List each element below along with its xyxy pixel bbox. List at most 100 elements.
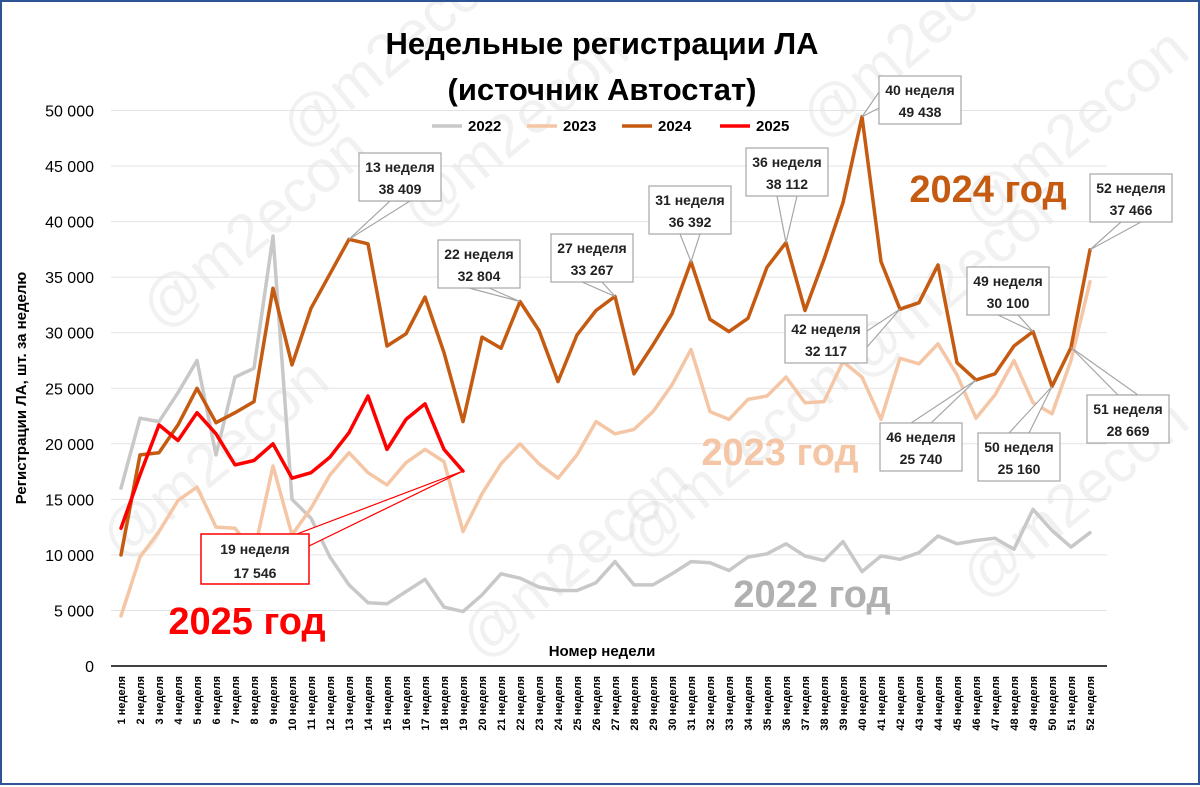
y-tick-label: 40 000	[45, 215, 94, 232]
y-tick-label: 35 000	[45, 270, 94, 287]
year-label-2025: 2025 год	[168, 601, 325, 643]
callout-value-label: 28 669	[1107, 423, 1150, 439]
callout-value-label: 33 267	[571, 262, 614, 278]
callout-week-label: 27 неделя	[557, 240, 626, 256]
callout-value-label: 36 392	[669, 214, 712, 230]
year-label-2024: 2024 год	[909, 169, 1066, 211]
callout-week-19: 19 неделя 17 546	[200, 533, 310, 585]
callout-value-label: 25 160	[998, 461, 1041, 477]
y-tick-label: 30 000	[45, 326, 94, 343]
x-tick-label: 15 неделя	[382, 676, 394, 731]
callout-leader	[909, 379, 977, 424]
series-line-2023	[119, 279, 1092, 618]
callout-week-label: 40 неделя	[885, 82, 954, 98]
callout-box	[977, 432, 1061, 482]
x-tick-label: 50 неделя	[1047, 676, 1059, 731]
callout-box	[358, 152, 442, 202]
callout-leaders	[295, 90, 1142, 547]
callout-box	[784, 314, 868, 364]
callout-leader	[997, 314, 1034, 333]
x-tick-label: 16 неделя	[401, 676, 413, 731]
x-tick-label: 48 неделя	[1009, 676, 1021, 731]
callout-week-label: 51 неделя	[1093, 401, 1162, 417]
y-tick-label: 10 000	[45, 548, 94, 565]
y-tick-label: 20 000	[45, 437, 94, 454]
x-tick-label: 23 неделя	[534, 676, 546, 731]
x-tick-label: 35 неделя	[762, 676, 774, 731]
x-tick-label: 14 неделя	[363, 676, 375, 731]
callout-leader	[468, 287, 521, 303]
callout-value-label: 30 100	[987, 295, 1030, 311]
x-tick-label: 10 неделя	[287, 676, 299, 731]
callout-week-label: 49 неделя	[973, 273, 1042, 289]
x-tick-label: 11 неделя	[306, 676, 318, 730]
x-tick-label: 6 неделя	[211, 676, 223, 724]
callout-week-label: 22 неделя	[444, 246, 513, 262]
series-line-2024	[119, 114, 1092, 557]
callout-box	[648, 185, 732, 235]
x-tick-label: 21 неделя	[496, 676, 508, 731]
callout-week-40: 40 неделя 49 438	[878, 75, 962, 125]
x-tick-label: 30 неделя	[667, 676, 679, 731]
x-tick-label: 9 неделя	[268, 676, 280, 724]
x-tick-label: 46 неделя	[971, 676, 983, 731]
legend-label-2022: 2022	[468, 118, 501, 135]
x-tick-label: 19 неделя	[458, 676, 470, 731]
x-tick-label: 20 неделя	[477, 676, 489, 731]
legend-label-2025: 2025	[756, 118, 789, 135]
x-tick-label: 43 неделя	[914, 676, 926, 731]
x-tick-label: 32 неделя	[705, 676, 717, 731]
callout-week-46: 46 неделя 25 740	[879, 422, 963, 472]
x-tick-label: 27 неделя	[610, 676, 622, 731]
x-tick-label: 41 неделя	[876, 676, 888, 731]
y-axis-ticks: 0 5 000 10 000 15 000 20 000 25 000 30 000 35 0…	[45, 104, 94, 677]
year-label-2023: 2023 год	[701, 432, 858, 474]
y-tick-label: 45 000	[45, 159, 94, 176]
callout-week-27: 27 неделя 33 267	[550, 233, 634, 283]
y-tick-label: 5 000	[54, 603, 94, 620]
chart-title-line-1: Недельные регистрации ЛА	[385, 26, 818, 61]
x-tick-label: 7 неделя	[230, 676, 242, 724]
x-tick-label: 38 неделя	[819, 676, 831, 731]
x-tick-label: 45 неделя	[952, 676, 964, 731]
x-tick-label: 28 неделя	[629, 676, 641, 731]
callout-box	[1086, 394, 1170, 444]
callout-leader	[776, 195, 798, 243]
x-axis-label: Номер недели	[549, 643, 656, 660]
callout-week-49: 49 неделя 30 100	[966, 266, 1050, 316]
x-tick-label: 8 неделя	[249, 676, 261, 724]
callout-week-label: 36 неделя	[752, 154, 821, 170]
callout-week-label: 13 неделя	[365, 159, 434, 175]
x-tick-label: 25 неделя	[572, 676, 584, 731]
y-axis-label: Регистрации ЛА, шт. за неделю	[13, 272, 30, 505]
callout-week-50: 50 неделя 25 160	[977, 432, 1061, 482]
callout-value-label: 32 117	[805, 343, 847, 359]
callout-week-13: 13 неделя 38 409	[358, 152, 442, 202]
x-tick-label: 12 неделя	[325, 676, 337, 731]
callout-leader	[348, 200, 413, 240]
x-tick-label: 42 неделя	[895, 676, 907, 731]
callout-value-label: 38 112	[766, 176, 808, 192]
x-tick-label: 5 неделя	[192, 676, 204, 724]
watermark-text: @m2econ	[127, 114, 380, 342]
x-tick-label: 22 неделя	[515, 676, 527, 731]
x-tick-label: 17 неделя	[420, 676, 432, 731]
x-tick-label: 1 неделя	[116, 676, 128, 724]
legend-label-2023: 2023	[563, 118, 596, 135]
x-tick-label: 31 неделя	[686, 676, 698, 731]
x-tick-label: 47 неделя	[990, 676, 1002, 731]
callout-value-label: 17 546	[234, 565, 277, 581]
year-labels: 2024 год 2023 год 2022 год 2025 год	[168, 169, 1066, 643]
callout-value-label: 37 466	[1110, 202, 1153, 218]
x-tick-label: 40 неделя	[857, 676, 869, 731]
series-line-2025	[119, 394, 465, 530]
callout-box	[437, 239, 521, 289]
callout-box	[879, 422, 963, 472]
x-tick-label: 4 неделя	[173, 676, 185, 724]
callout-box	[1089, 173, 1173, 223]
callout-leader	[581, 281, 616, 297]
x-tick-label: 13 неделя	[344, 676, 356, 731]
x-tick-label: 44 неделя	[933, 676, 945, 731]
x-axis-ticks: 1 неделя 2 неделя 3 неделя 4 неделя 5 неделя…	[116, 676, 1097, 731]
